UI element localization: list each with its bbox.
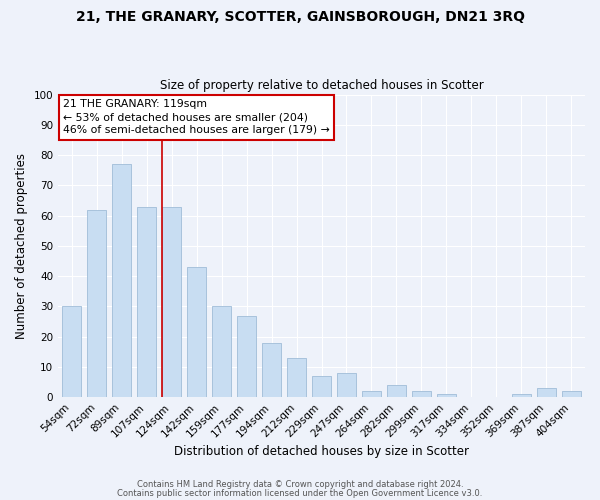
Bar bbox=[437, 394, 456, 397]
Text: Contains HM Land Registry data © Crown copyright and database right 2024.: Contains HM Land Registry data © Crown c… bbox=[137, 480, 463, 489]
Bar bbox=[287, 358, 306, 397]
Bar bbox=[88, 210, 106, 397]
X-axis label: Distribution of detached houses by size in Scotter: Distribution of detached houses by size … bbox=[174, 444, 469, 458]
Bar bbox=[237, 316, 256, 397]
Bar bbox=[562, 391, 581, 397]
Bar bbox=[62, 306, 81, 397]
Text: Contains public sector information licensed under the Open Government Licence v3: Contains public sector information licen… bbox=[118, 488, 482, 498]
Bar bbox=[362, 391, 381, 397]
Bar bbox=[337, 373, 356, 397]
Bar bbox=[137, 206, 156, 397]
Bar bbox=[537, 388, 556, 397]
Bar bbox=[112, 164, 131, 397]
Text: 21 THE GRANARY: 119sqm
← 53% of detached houses are smaller (204)
46% of semi-de: 21 THE GRANARY: 119sqm ← 53% of detached… bbox=[64, 99, 330, 136]
Y-axis label: Number of detached properties: Number of detached properties bbox=[15, 153, 28, 339]
Bar bbox=[212, 306, 231, 397]
Bar bbox=[512, 394, 530, 397]
Bar bbox=[163, 206, 181, 397]
Bar bbox=[387, 385, 406, 397]
Bar bbox=[312, 376, 331, 397]
Bar bbox=[412, 391, 431, 397]
Text: 21, THE GRANARY, SCOTTER, GAINSBOROUGH, DN21 3RQ: 21, THE GRANARY, SCOTTER, GAINSBOROUGH, … bbox=[76, 10, 524, 24]
Bar bbox=[262, 342, 281, 397]
Title: Size of property relative to detached houses in Scotter: Size of property relative to detached ho… bbox=[160, 79, 484, 92]
Bar bbox=[187, 267, 206, 397]
